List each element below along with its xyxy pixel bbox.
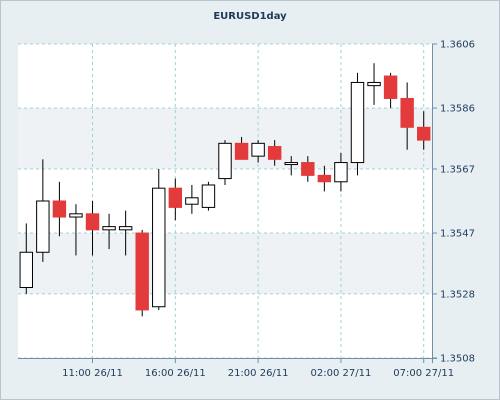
candle: [118, 210, 133, 256]
candle-body-up: [19, 251, 33, 289]
x-tick-label: 02:00 27/11: [311, 368, 372, 379]
candle: [251, 140, 265, 163]
candle-body-up: [36, 200, 50, 253]
candle: [69, 204, 83, 256]
y-tick-label: 1.3567: [440, 164, 475, 175]
candle-body-up: [218, 142, 232, 180]
candle-body-down: [85, 213, 100, 231]
y-tick-label: 1.3586: [440, 104, 475, 115]
plot-band: [18, 233, 432, 294]
y-tick-label: 1.3547: [440, 229, 475, 240]
y-tick-label: 1.3528: [440, 289, 475, 300]
y-tick-label: 1.3508: [440, 354, 475, 365]
candle-body-up: [350, 81, 365, 164]
candle-body-up: [69, 213, 83, 218]
candle-body-down: [383, 75, 398, 99]
x-tick-label: 16:00 26/11: [145, 368, 206, 379]
candle-body-up: [152, 187, 166, 308]
candle-body-up: [334, 162, 348, 183]
x-tick-label: 21:00 26/11: [228, 368, 289, 379]
candle: [168, 178, 183, 221]
candle: [52, 181, 67, 237]
candle: [367, 63, 381, 105]
x-tick-label: 11:00 26/11: [62, 368, 123, 379]
candle-body-down: [52, 200, 67, 218]
candle: [301, 156, 315, 182]
candle-body-down: [267, 146, 282, 160]
candle-body-down: [317, 174, 332, 183]
candle: [350, 72, 365, 176]
candle-body-up: [118, 226, 133, 231]
candle-body-up: [201, 184, 216, 208]
candle: [218, 140, 232, 185]
candle: [417, 111, 431, 150]
candle-body-up: [251, 142, 265, 157]
candle-body-down: [301, 162, 315, 176]
x-tick-label: 07:00 27/11: [393, 368, 454, 379]
candle: [19, 223, 33, 294]
candle-body-up: [185, 197, 199, 205]
candle: [85, 201, 100, 256]
candle: [284, 156, 298, 176]
candle: [317, 165, 332, 192]
candle: [185, 184, 199, 214]
candle-body-down: [168, 187, 183, 208]
candle-body-up: [284, 162, 298, 166]
candle: [383, 72, 398, 109]
candle-body-down: [417, 126, 431, 141]
candle: [234, 136, 249, 160]
candle: [152, 168, 166, 310]
candle: [267, 140, 282, 166]
candle: [135, 229, 149, 317]
y-tick-label: 1.3606: [440, 40, 475, 51]
candle-body-down: [234, 142, 249, 160]
candle-body-down: [135, 232, 149, 311]
chart-title: EURUSD1day: [213, 11, 287, 22]
candle: [201, 181, 216, 211]
candle: [36, 159, 50, 262]
candle: [334, 152, 348, 192]
candle-body-down: [400, 97, 414, 128]
candle-body-up: [102, 226, 116, 231]
candle: [102, 213, 116, 250]
plot-area: [18, 44, 432, 358]
candle: [400, 82, 414, 150]
candle-body-up: [367, 81, 381, 87]
